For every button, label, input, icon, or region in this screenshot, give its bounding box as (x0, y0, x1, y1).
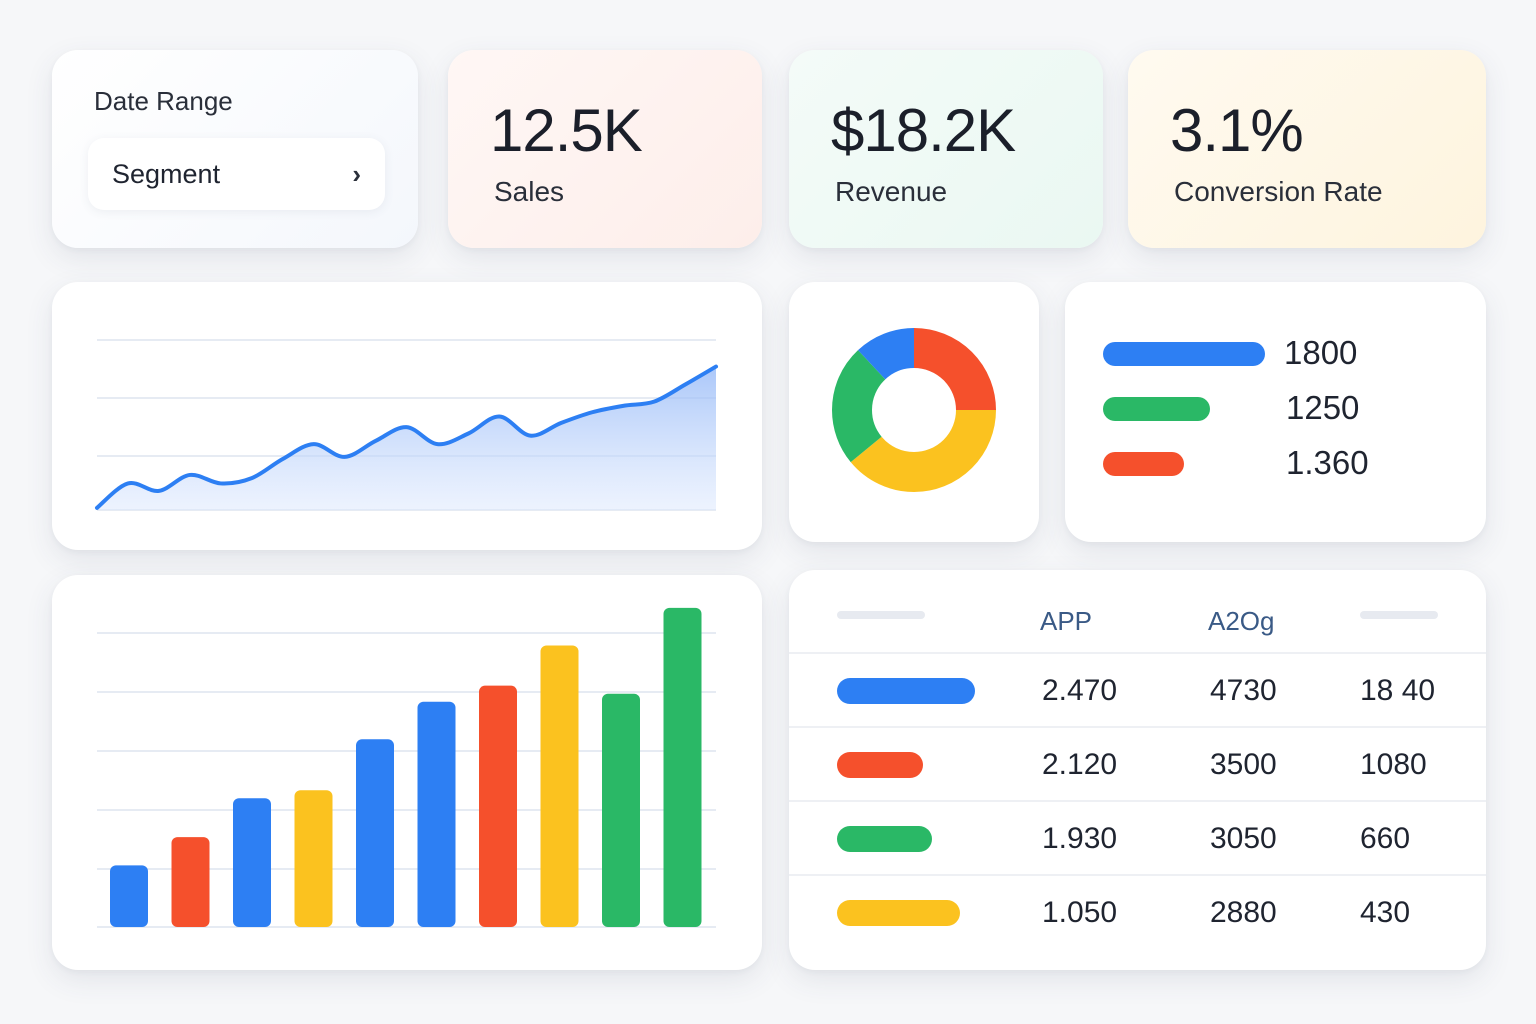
bar-chart-card (52, 575, 762, 970)
data-table-card: APP A2Og 2.470 4730 18 40 2.120 3500 1080 1.930 3… (789, 570, 1486, 970)
row-color-pill (837, 678, 975, 704)
kpi-conversion-card: 3.1% Conversion Rate (1128, 50, 1486, 248)
table-row[interactable]: 2.120 3500 1080 (789, 726, 1486, 800)
kpi-conversion-label: Conversion Rate (1174, 176, 1383, 207)
table-row[interactable]: 1.050 2880 430 (789, 874, 1486, 948)
line-chart-card (52, 282, 762, 550)
bar-2 (171, 837, 210, 927)
segment-label: Segment (112, 158, 221, 189)
bar-8 (540, 645, 579, 927)
horizontal-bar-card: 1800 1250 1.360 (1065, 282, 1486, 542)
hbar-blue (1103, 342, 1265, 366)
segment-button[interactable]: Segment › (88, 138, 385, 210)
table-cell: 660 (1360, 822, 1411, 855)
kpi-sales-card: 12.5K Sales (448, 50, 762, 248)
bar-5 (356, 739, 394, 927)
table-cell: 3500 (1210, 748, 1277, 781)
bar-7 (479, 685, 517, 927)
hbar-green (1103, 397, 1210, 421)
hbar-value-label: 1250 (1286, 389, 1360, 426)
donut-slice-blue (832, 328, 996, 492)
donut-chart (832, 328, 996, 492)
table-cell: 2.120 (1042, 748, 1118, 781)
kpi-revenue-value: $18.2K (831, 97, 1016, 164)
column-header[interactable]: APP (1040, 606, 1093, 636)
kpi-revenue-label: Revenue (835, 176, 948, 207)
donut-slice-green (832, 328, 996, 492)
table-cell: 430 (1360, 896, 1411, 929)
donut-chart-card (789, 282, 1039, 542)
table-cell: 1.930 (1042, 822, 1118, 855)
table-cell: 4730 (1210, 674, 1277, 707)
donut-slice-yellow (832, 328, 996, 492)
table-cell: 2880 (1210, 896, 1277, 929)
filter-card: Date Range Segment › (52, 50, 418, 248)
chevron-right-icon: › (352, 158, 361, 189)
bar-9 (602, 693, 640, 927)
table-cell: 18 40 (1360, 674, 1436, 707)
kpi-conversion-value: 3.1% (1170, 97, 1304, 164)
hbar-red (1103, 452, 1184, 476)
table-row[interactable]: 1.930 3050 660 (789, 800, 1486, 874)
bar-4 (294, 790, 333, 927)
bar-6 (417, 701, 456, 927)
header-placeholder (1360, 611, 1438, 619)
kpi-sales-value: 12.5K (490, 97, 643, 164)
row-color-pill (837, 900, 960, 926)
table-cell: 1080 (1360, 748, 1427, 781)
header-placeholder (837, 611, 925, 619)
table-cell: 3050 (1210, 822, 1277, 855)
kpi-revenue-card: $18.2K Revenue (789, 50, 1103, 248)
row-color-pill (837, 752, 923, 778)
table-cell: 2.470 (1042, 674, 1118, 707)
bar-chart (97, 607, 716, 928)
bar-3 (233, 798, 271, 927)
hbar-value-label: 1800 (1284, 334, 1358, 371)
bar-10 (663, 607, 702, 927)
table-cell: 1.050 (1042, 896, 1118, 929)
column-header[interactable]: A2Og (1208, 606, 1275, 636)
line-chart (95, 339, 718, 511)
kpi-sales-label: Sales (494, 176, 565, 207)
bar-1 (110, 865, 148, 927)
table-row[interactable]: 2.470 4730 18 40 (789, 652, 1486, 726)
date-range-title: Date Range (94, 86, 233, 116)
hbar-value-label: 1.360 (1286, 444, 1369, 481)
area-fill (97, 366, 716, 510)
series-line (95, 364, 718, 510)
row-color-pill (837, 826, 933, 852)
